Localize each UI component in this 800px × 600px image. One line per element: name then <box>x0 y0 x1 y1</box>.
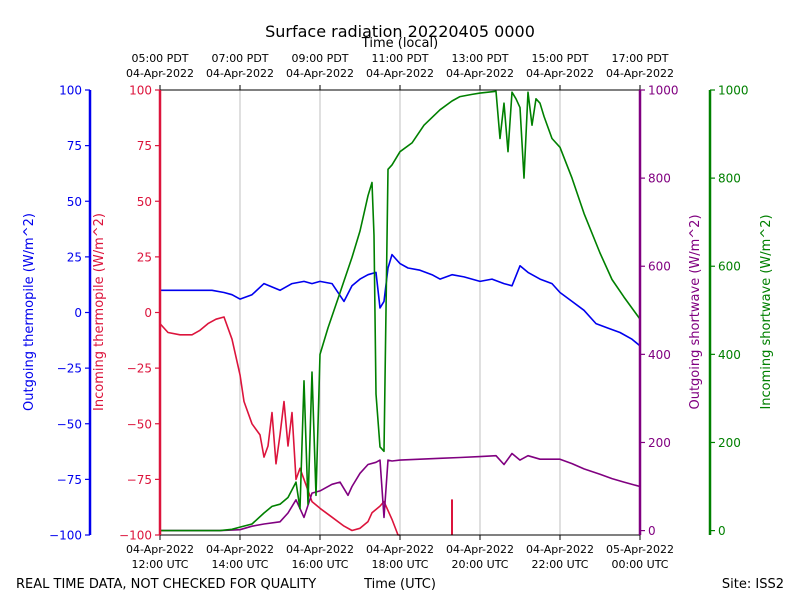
y-axis-label-outgoing-thermopile: Outgoing thermopile (W/m^2) <box>22 213 37 411</box>
top-tick-date: 04-Apr-2022 <box>446 67 514 80</box>
top-tick-time: 13:00 PDT <box>451 52 508 65</box>
footer-site: Site: ISS2 <box>722 577 784 592</box>
y-tick-label-incoming-thermopile: −75 <box>127 473 152 487</box>
bottom-tick-time: 22:00 UTC <box>531 558 588 571</box>
series-line-outgoing-thermopile <box>160 253 641 347</box>
bottom-tick-time: 12:00 UTC <box>131 558 188 571</box>
bottom-tick-time: 18:00 UTC <box>371 558 428 571</box>
y-tick-label-outgoing-shortwave: 1000 <box>648 84 679 98</box>
y-tick-label-outgoing-thermopile: 50 <box>67 195 82 209</box>
top-tick-time: 11:00 PDT <box>371 52 428 65</box>
y-tick-label-outgoing-shortwave: 0 <box>648 524 656 538</box>
top-tick-date: 04-Apr-2022 <box>606 67 674 80</box>
y-tick-label-outgoing-thermopile: 0 <box>74 306 82 320</box>
bottom-tick-time: 20:00 UTC <box>451 558 508 571</box>
y-tick-label-outgoing-thermopile: 100 <box>59 84 82 98</box>
top-axis-title: Time (local) <box>361 36 438 51</box>
bottom-tick-date: 04-Apr-2022 <box>126 543 194 556</box>
y-tick-label-incoming-thermopile: 75 <box>137 139 152 153</box>
footer-quality-note: REAL TIME DATA, NOT CHECKED FOR QUALITY <box>16 577 316 592</box>
y-tick-label-outgoing-thermopile: −25 <box>57 362 82 376</box>
y-axis-label-incoming-shortwave: Incoming shortwave (W/m^2) <box>759 214 774 409</box>
y-tick-label-incoming-thermopile: 100 <box>129 84 152 98</box>
y-tick-label-incoming-shortwave: 800 <box>718 172 741 186</box>
top-tick-date: 04-Apr-2022 <box>206 67 274 80</box>
y-tick-label-incoming-thermopile: −25 <box>127 362 152 376</box>
top-tick-time: 09:00 PDT <box>291 52 348 65</box>
y-tick-label-incoming-shortwave: 0 <box>718 524 726 538</box>
bottom-tick-date: 04-Apr-2022 <box>526 543 594 556</box>
y-tick-label-incoming-shortwave: 1000 <box>718 84 749 98</box>
top-tick-time: 15:00 PDT <box>531 52 588 65</box>
bottom-tick-date: 04-Apr-2022 <box>446 543 514 556</box>
y-tick-label-incoming-thermopile: −100 <box>119 529 152 543</box>
y-tick-label-outgoing-shortwave: 400 <box>648 348 671 362</box>
series-line-incoming-thermopile <box>159 316 400 536</box>
bottom-tick-time: 14:00 UTC <box>211 558 268 571</box>
chart-title: Surface radiation 20220405 0000 <box>265 22 535 41</box>
y-tick-label-outgoing-thermopile: −50 <box>57 417 82 431</box>
top-tick-date: 04-Apr-2022 <box>526 67 594 80</box>
y-tick-label-incoming-thermopile: 25 <box>137 250 152 264</box>
series-line-outgoing-shortwave <box>160 452 641 532</box>
y-tick-label-outgoing-thermopile: −100 <box>49 529 82 543</box>
y-tick-label-incoming-shortwave: 600 <box>718 260 741 274</box>
bottom-tick-date: 04-Apr-2022 <box>206 543 274 556</box>
y-tick-label-outgoing-shortwave: 800 <box>648 172 671 186</box>
y-tick-label-incoming-thermopile: 0 <box>144 306 152 320</box>
bottom-tick-time: 16:00 UTC <box>291 558 348 571</box>
y-tick-label-incoming-thermopile: −50 <box>127 417 152 431</box>
top-tick-date: 04-Apr-2022 <box>286 67 354 80</box>
y-tick-label-outgoing-thermopile: −75 <box>57 473 82 487</box>
axes: 04-Apr-2022 12:00 UTC 04-Apr-2022 14:00 UTC… <box>49 52 749 571</box>
y-axis-label-incoming-thermopile: Incoming thermopile (W/m^2) <box>92 213 107 411</box>
series-lines <box>159 90 641 536</box>
top-tick-date: 04-Apr-2022 <box>366 67 434 80</box>
bottom-tick-date: 05-Apr-2022 <box>606 543 674 556</box>
x-axis-label: Time (UTC) <box>363 577 436 592</box>
y-tick-label-outgoing-thermopile: 25 <box>67 250 82 264</box>
series-line-incoming-shortwave <box>160 90 641 532</box>
y-tick-label-outgoing-shortwave: 200 <box>648 436 671 450</box>
top-tick-time: 07:00 PDT <box>211 52 268 65</box>
bottom-tick-time: 00:00 UTC <box>611 558 668 571</box>
grid-lines <box>159 90 641 535</box>
bottom-tick-date: 04-Apr-2022 <box>286 543 354 556</box>
bottom-tick-date: 04-Apr-2022 <box>366 543 434 556</box>
top-tick-time: 17:00 PDT <box>611 52 668 65</box>
y-tick-label-incoming-shortwave: 400 <box>718 348 741 362</box>
y-tick-label-outgoing-shortwave: 600 <box>648 260 671 274</box>
top-tick-time: 05:00 PDT <box>131 52 188 65</box>
y-tick-label-incoming-shortwave: 200 <box>718 436 741 450</box>
y-tick-label-incoming-thermopile: 50 <box>137 195 152 209</box>
top-tick-date: 04-Apr-2022 <box>126 67 194 80</box>
y-axis-label-outgoing-shortwave: Outgoing shortwave (W/m^2) <box>688 214 703 409</box>
y-tick-label-outgoing-thermopile: 75 <box>67 139 82 153</box>
